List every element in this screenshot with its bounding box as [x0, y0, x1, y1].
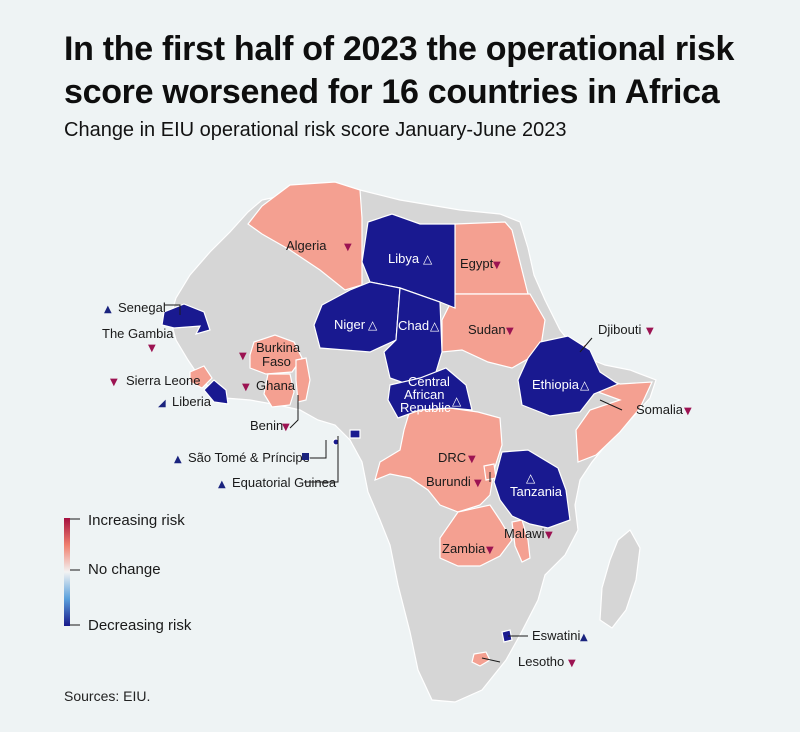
- legend-no-change: No change: [88, 561, 161, 578]
- label-somalia: Somalia: [636, 402, 684, 417]
- label-sao-tome: São Tomé & Príncipe: [188, 450, 310, 465]
- legend-decreasing: Decreasing risk: [88, 617, 192, 634]
- country-niger: [313, 281, 401, 353]
- marker-ethiopia: △: [580, 378, 590, 392]
- marker-libya: △: [423, 252, 433, 266]
- label-burkina-2: Faso: [262, 354, 291, 369]
- country-algeria: [247, 181, 363, 291]
- label-eq-guinea: Equatorial Guinea: [232, 475, 337, 490]
- marker-somalia: ▼: [684, 406, 692, 417]
- marker-chad: △: [430, 319, 440, 333]
- country-benin: [295, 357, 311, 403]
- leader-lines: [164, 304, 623, 663]
- label-lesotho: Lesotho: [518, 654, 564, 669]
- marker-ghana: ▼: [242, 382, 250, 393]
- country-zambia: [439, 504, 513, 567]
- label-drc: DRC: [438, 450, 466, 465]
- marker-eswatini: ▲: [580, 632, 588, 643]
- country-tanzania: [493, 449, 571, 529]
- label-benin: Benin: [250, 418, 283, 433]
- marker-egypt: ▼: [493, 260, 501, 271]
- label-libya: Libya: [388, 251, 420, 266]
- label-zambia: Zambia: [442, 541, 486, 556]
- legend-increasing: Increasing risk: [88, 512, 185, 529]
- country-sierra-leone: [189, 365, 213, 389]
- label-chad: Chad: [398, 318, 429, 333]
- source-note: Sources: EIU.: [64, 688, 151, 704]
- marker-benin: ▼: [282, 422, 290, 433]
- label-djibouti: Djibouti: [598, 322, 641, 337]
- country-burkina-faso: [249, 334, 303, 375]
- label-burundi: Burundi: [426, 474, 471, 489]
- marker-zambia: ▼: [486, 545, 494, 556]
- country-senegal: [161, 303, 211, 335]
- sao-tome-box: [302, 453, 309, 460]
- country-ethiopia: [517, 335, 620, 417]
- chart-title: In the first half of 2023 the operationa…: [64, 30, 735, 111]
- marker-lesotho: ▼: [568, 658, 576, 669]
- label-senegal: Senegal: [118, 300, 166, 315]
- marker-sao-tome: ▲: [174, 454, 182, 465]
- marker-car: △: [452, 394, 462, 408]
- label-algeria: Algeria: [286, 238, 327, 253]
- country-liberia: [203, 379, 229, 405]
- label-malawi: Malawi: [504, 526, 545, 541]
- country-car: [387, 367, 473, 419]
- country-lesotho: [471, 651, 491, 667]
- label-sierra-leone: Sierra Leone: [126, 373, 200, 388]
- marker-tanzania: △: [526, 471, 536, 485]
- label-tanzania: Tanzania: [510, 484, 563, 499]
- chart-subtitle: Change in EIU operational risk score Jan…: [64, 119, 567, 141]
- marker-djibouti: ▼: [646, 326, 654, 337]
- marker-burkina-faso: ▼: [239, 351, 247, 362]
- country-ghana: [263, 373, 295, 408]
- label-egypt: Egypt: [460, 256, 494, 271]
- marker-eq-guinea: ▲: [218, 479, 226, 490]
- marker-sierra-leone: ▼: [110, 377, 118, 388]
- marker-liberia: ◢: [158, 398, 166, 409]
- country-drc: [374, 407, 503, 513]
- label-niger: Niger: [334, 317, 366, 332]
- label-gambia: The Gambia: [102, 326, 174, 341]
- marker-drc: ▼: [468, 454, 476, 465]
- madagascar: [599, 529, 641, 629]
- label-car-2: African: [404, 387, 444, 402]
- label-ghana: Ghana: [256, 378, 296, 393]
- label-eswatini: Eswatini: [532, 628, 581, 643]
- label-ethiopia: Ethiopia: [532, 377, 580, 392]
- marker-senegal: ▲: [104, 304, 112, 315]
- marker-algeria: ▼: [344, 242, 352, 253]
- label-car-1: Central: [408, 374, 450, 389]
- label-car-3: Republic: [400, 400, 451, 415]
- country-sudan: [441, 293, 546, 369]
- label-sudan: Sudan: [468, 322, 506, 337]
- legend: Increasing risk No change Decreasing ris…: [64, 512, 192, 634]
- country-eswatini: [501, 629, 513, 643]
- marker-malawi: ▼: [545, 530, 553, 541]
- label-liberia: Liberia: [172, 394, 212, 409]
- marker-niger: △: [368, 318, 378, 332]
- marker-sudan: ▼: [506, 326, 514, 337]
- legend-gradient-bar: [64, 518, 70, 626]
- country-equatorial-guinea: [349, 429, 361, 439]
- label-burkina-1: Burkina: [256, 340, 301, 355]
- marker-gambia: ▼: [148, 343, 156, 354]
- country-labels: Algeria ▼ Libya △ Egypt ▼ Niger △ Chad △…: [102, 238, 692, 669]
- marker-burundi: ▼: [474, 478, 482, 489]
- country-somalia: [575, 370, 653, 463]
